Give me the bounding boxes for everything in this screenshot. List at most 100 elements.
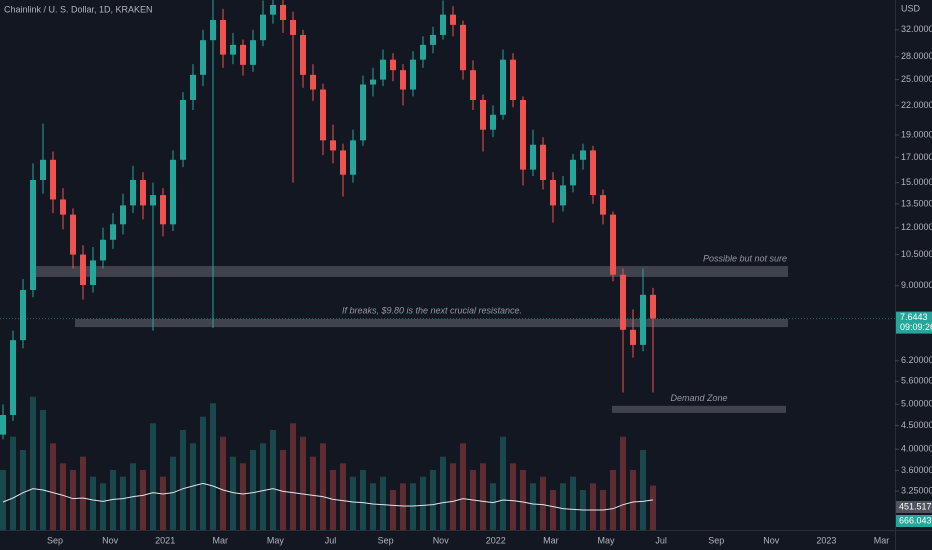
candle-body [460, 24, 466, 71]
x-tick-label: May [267, 535, 285, 545]
candle-body [200, 40, 206, 75]
candle-body [610, 214, 616, 275]
volume-bar [530, 483, 536, 530]
candle-body [620, 274, 626, 330]
zone-label: Demand Zone [670, 393, 727, 403]
volume-bar [510, 463, 516, 530]
candle-body [450, 14, 456, 25]
y-tick-label: 28.00000 [901, 51, 932, 61]
volume-bar [560, 483, 566, 530]
candle-body [350, 140, 356, 175]
volume-ma-tag [896, 501, 932, 513]
candle-body [630, 329, 636, 345]
x-tick-label: Nov [102, 535, 119, 545]
candle-body [640, 294, 646, 345]
candle-body [420, 44, 426, 60]
volume-tag [896, 515, 932, 527]
zone [75, 318, 788, 328]
volume-bar [650, 485, 656, 530]
volume-bar [360, 470, 366, 530]
x-tick-label: Mar [874, 535, 890, 545]
candle-body [440, 14, 446, 35]
candle-body [210, 19, 216, 41]
volume-bar [340, 463, 346, 530]
volume-bar [630, 470, 636, 530]
y-tick-label: 5.60000 [901, 376, 932, 386]
x-tick-label: Sep [47, 535, 63, 545]
candle-body [490, 114, 496, 130]
volume-bar [140, 470, 146, 530]
volume-bar [160, 476, 166, 530]
volume-bar [210, 403, 216, 530]
y-tick-label: 10.50000 [901, 249, 932, 259]
candle-body [380, 59, 386, 80]
volume-ma-label: 451.517K [899, 501, 932, 511]
volume-bar [250, 450, 256, 530]
volume-bar [570, 476, 576, 530]
volume-bar [230, 456, 236, 530]
candle-body [70, 214, 76, 255]
candle-body [150, 195, 156, 206]
volume-bar [280, 450, 286, 530]
candle-body [390, 59, 396, 71]
volume-bar [40, 410, 46, 530]
x-tick-label: Mar [543, 535, 559, 545]
x-tick-label: 2022 [486, 535, 506, 545]
volume-bar [20, 450, 26, 530]
y-tick-label: 6.20000 [901, 355, 932, 365]
currency: USD [901, 3, 921, 13]
volume-bar [180, 430, 186, 530]
y-tick-label: 17.00000 [901, 152, 932, 162]
candle-body [410, 59, 416, 90]
volume-bar [480, 463, 486, 530]
volume-bar [60, 463, 66, 530]
y-tick-label: 25.00000 [901, 74, 932, 84]
volume-bar [30, 396, 36, 530]
volume-bar [540, 476, 546, 530]
volume-bar [100, 483, 106, 530]
candle-body [20, 289, 26, 341]
zone [30, 266, 788, 277]
candle-body [430, 34, 436, 45]
candle-body [570, 159, 576, 186]
y-tick-label: 22.00000 [901, 100, 932, 110]
candle-body [140, 179, 146, 206]
candle-body [590, 150, 596, 196]
candle-body [340, 150, 346, 175]
candle-body [550, 179, 556, 206]
volume-bar [0, 470, 6, 530]
volume-bar [640, 450, 646, 530]
y-tick-label: 19.00000 [901, 129, 932, 139]
volume-bar [460, 443, 466, 530]
candle-body [370, 79, 376, 85]
volume-bar [620, 436, 626, 530]
x-tick-label: Nov [433, 535, 450, 545]
candle-body [530, 144, 536, 170]
candle-body [40, 159, 46, 180]
candle-body [10, 340, 16, 415]
x-tick-label: Jul [655, 535, 667, 545]
candle-body [560, 185, 566, 206]
y-tick-label: 13.50000 [901, 198, 932, 208]
y-tick-label: 9.00000 [901, 280, 932, 290]
x-tick-label: 2021 [155, 535, 175, 545]
volume-bar [200, 416, 206, 530]
countdown: 09:09:26 [900, 322, 932, 332]
candle-body [170, 159, 176, 225]
y-tick-label: 15.00000 [901, 177, 932, 187]
candle-body [130, 179, 136, 206]
candle-body [600, 195, 606, 215]
volume-ma [2, 482, 654, 511]
candle-body [360, 84, 366, 141]
volume-bar [590, 483, 596, 530]
candle-body [280, 4, 286, 20]
y-tick-label: 5.00000 [901, 399, 932, 409]
y-tick-label: 3.25000 [901, 485, 932, 495]
volume-bar [520, 470, 526, 530]
candle-body [60, 199, 66, 215]
candle-body [520, 99, 526, 170]
y-tick-label: 3.60000 [901, 465, 932, 475]
volume-bar [10, 436, 16, 530]
